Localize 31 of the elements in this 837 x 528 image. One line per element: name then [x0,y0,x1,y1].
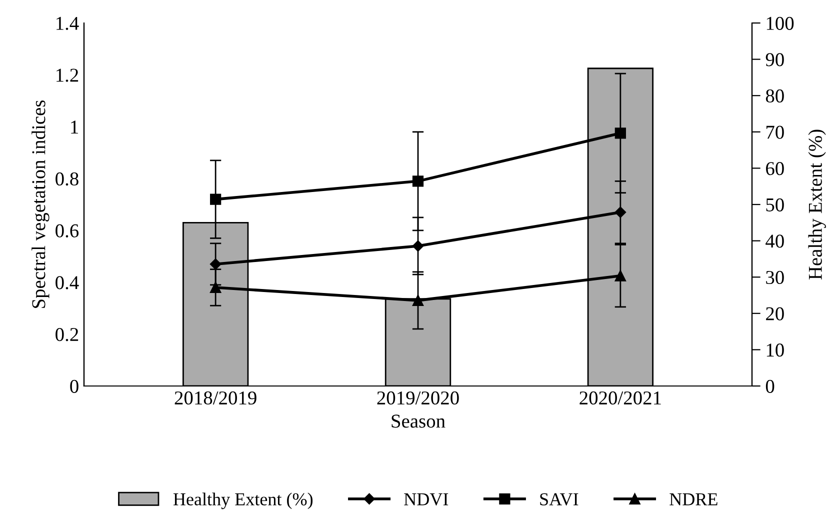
y2-tick-label: 90 [766,53,784,66]
y-tick-label: 0.8 [56,172,78,186]
y-tick-label: 0.2 [56,328,78,342]
y-tick-label: 1 [71,120,78,134]
x-tick-label: 2020/2021 [580,391,661,405]
legend-label: SAVI [540,493,578,506]
y2-tick-label: 20 [766,307,784,320]
y2-tick-label: 50 [766,198,784,212]
y2-tick-label: 60 [766,162,784,176]
legend-label: NDVI [404,493,448,506]
y-tick-label: 1.4 [56,16,79,30]
point [412,176,424,187]
y2-tick-label: 0 [766,380,774,393]
point [614,128,626,139]
y2-axis-title: Healthy Extent (%) [808,130,826,280]
y-axis-title: Spectral vegetation indices [32,100,50,308]
y2-tick-label: 10 [766,344,784,357]
y2-tick-label: 30 [766,270,784,284]
x-axis-title: Season [392,414,446,428]
y2-tick-label: 100 [766,16,794,30]
x-tick-label: 2019/2020 [377,391,459,405]
y-tick-label: 0.6 [56,224,79,238]
y2-tick-label: 70 [766,126,784,139]
y2-tick-label: 40 [766,234,784,248]
legend-label: NDRE [670,493,718,506]
y2-tick-label: 80 [766,89,784,103]
x-tick-label: 2018/2019 [174,391,256,405]
y-tick-label: 0 [70,380,78,393]
y-tick-label: 0.4 [56,276,79,290]
y-tick-label: 1.2 [56,68,78,82]
legend-label: Healthy Extent (%) [173,492,313,510]
